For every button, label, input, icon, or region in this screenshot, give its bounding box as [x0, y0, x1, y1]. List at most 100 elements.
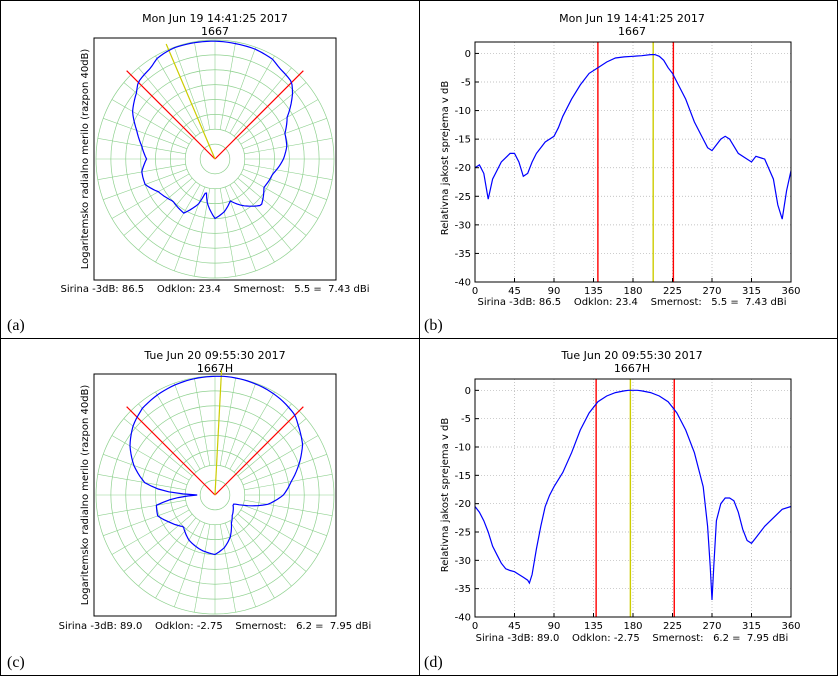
panel-c-polar-grid	[95, 375, 335, 615]
panel-c-grid-spoke	[155, 520, 201, 599]
panel-c-grid-spoke	[174, 522, 206, 607]
panel-c-grid-spoke	[240, 435, 319, 481]
panel-a-markers	[126, 43, 304, 160]
panel-d-ytick-label: -25	[455, 528, 471, 539]
panel-d-pattern-line	[474, 389, 792, 601]
panel-a-direction-marker	[165, 43, 216, 160]
panel-d-vlines	[595, 379, 675, 617]
panel-a-grid-spoke	[174, 47, 206, 132]
panel-b-subtitle: 1667	[618, 25, 646, 38]
panel-b-xtick-label: 0	[472, 286, 478, 297]
panel-d-xtick-label: 90	[548, 621, 561, 632]
panel-b-ytick-label: -10	[455, 106, 471, 117]
panel-b-ytick-label: -25	[455, 192, 471, 203]
panel-c-grid-spoke	[219, 377, 236, 466]
panel-d-ticks: 0 45 90 135 180 225 270 315 360 0 -5 -10 -15 -20 -25 -3…	[455, 386, 801, 632]
panel-c-grid-spoke	[123, 418, 193, 477]
panel-d-ylabel: Relativna jakost sprejema v dB	[440, 418, 451, 573]
panel-d-xtick-label: 45	[508, 621, 521, 632]
panel-d-subtitle: 1667H	[614, 362, 650, 375]
panel-a-grid-spoke	[244, 163, 333, 180]
panel-d-ytick-label: -40	[455, 613, 471, 624]
panel-c-grid-spoke	[242, 454, 327, 486]
panel-d-ytick-label: -10	[455, 443, 471, 454]
panel-a-beam-left-marker	[214, 70, 304, 160]
panel-a-subtitle: 1667	[201, 25, 229, 38]
panel-c-grid-spoke	[97, 499, 186, 516]
panel-c-grid-spoke	[194, 377, 211, 466]
panel-c-grid-spoke	[242, 504, 327, 536]
panel-d-ytick-label: -5	[461, 414, 471, 425]
panel-b-ytick-label: -5	[461, 78, 471, 89]
panel-a-frame	[93, 37, 337, 281]
panel-b-grid	[474, 42, 792, 283]
panel-b-ytick-label: -30	[455, 220, 471, 231]
panel-d-frame	[474, 378, 792, 618]
panel-d-xtick-label: 135	[584, 621, 603, 632]
panel-d-xtick-label: 225	[663, 621, 682, 632]
panel-b-xtick-label: 90	[548, 286, 561, 297]
panel-c-grid-spoke	[224, 383, 256, 468]
panel-d-footer: Sirina -3dB: 89.0 Odklon: -2.75 Smernost…	[476, 633, 789, 644]
panel-a-grid-spoke	[233, 181, 292, 251]
panel-b-footer: Sirina -3dB: 86.5 Odklon: 23.4 Smernost:…	[477, 297, 786, 308]
panel-a-grid-spoke	[194, 41, 211, 130]
panel-c-beam-right-marker	[126, 406, 216, 496]
panel-a-grid-spoke	[229, 55, 275, 134]
panel-d-grid	[474, 379, 792, 618]
panel-a-grid-spoke	[103, 118, 188, 150]
panel-a-grid-spoke	[219, 188, 236, 277]
panel-a-grid-spoke	[240, 99, 319, 145]
panel-a-grid-spoke	[237, 82, 307, 141]
panel-c-grid-spoke	[244, 474, 333, 491]
panel-c-grid-spoke	[103, 504, 188, 536]
panel-a-grid-spoke	[155, 184, 201, 263]
panel-d-xtick-label: 270	[702, 621, 721, 632]
panel-c-grid-spoke	[240, 509, 319, 555]
panel-a-grid-spoke	[111, 99, 190, 145]
panel-d: Tue Jun 20 09:55:30 2017 1667H 0 45 90 135 1…	[424, 349, 801, 671]
panel-a-grid-spoke	[174, 186, 206, 271]
panel-c-grid-spoke	[138, 517, 197, 587]
panel-c-ylabel: Logaritemsko radialno merilo (razpon 40d…	[80, 385, 91, 606]
panel-c-grid-spoke	[237, 513, 307, 572]
panel-b-ytick-label: -15	[455, 135, 471, 146]
panel-a-grid-spoke	[155, 55, 201, 134]
panel-a-grid-spoke	[123, 82, 193, 141]
panel-a-grid-spoke	[237, 177, 307, 236]
panel-c-grid-spoke	[229, 391, 275, 470]
panel-a-grid-spoke	[111, 173, 190, 219]
panel-b-xtick-label: 45	[508, 286, 521, 297]
panel-c-subtitle: 1667H	[197, 362, 233, 375]
panel-c-grid-spoke	[97, 474, 186, 491]
panel-c-grid-circle	[199, 479, 231, 511]
panel-a-title: Mon Jun 19 14:41:25 2017	[142, 12, 288, 25]
panel-a-pattern-line	[131, 40, 294, 220]
panel-d-title: Tue Jun 20 09:55:30 2017	[560, 349, 702, 362]
panel-c-beam-left-marker	[214, 406, 304, 496]
panel-c-grid-spoke	[138, 403, 197, 473]
panel-c-grid-spoke	[111, 509, 190, 555]
panel-a-grid-spoke	[229, 184, 275, 263]
panel-b-ylabel: Relativna jakost sprejema v dB	[440, 81, 451, 236]
panel-c-pattern-line	[129, 375, 304, 556]
panel-c-grid-spoke	[123, 513, 193, 572]
panel-c-grid-spoke	[155, 391, 201, 470]
panel-b-ytick-label: -40	[455, 278, 471, 289]
panel-c-grid-spoke	[174, 383, 206, 468]
panel-a-grid-spoke	[138, 67, 197, 137]
panel-a-grid-spoke	[240, 173, 319, 219]
panel-b-ytick-label: -35	[455, 249, 471, 260]
panel-d-ytick-label: -20	[455, 499, 471, 510]
panel-d-ytick-label: -15	[455, 471, 471, 482]
panel-b-xtick-label: 270	[702, 286, 721, 297]
panel-c-title: Tue Jun 20 09:55:30 2017	[143, 349, 285, 362]
panel-a-grid-spoke	[219, 41, 236, 130]
panel-c-grid-spoke	[111, 435, 190, 481]
panel-d-xtick-label: 315	[742, 621, 761, 632]
panel-b-ytick-label: -20	[455, 163, 471, 174]
panel-b-title: Mon Jun 19 14:41:25 2017	[559, 12, 705, 25]
panel-c-frame	[93, 373, 337, 617]
